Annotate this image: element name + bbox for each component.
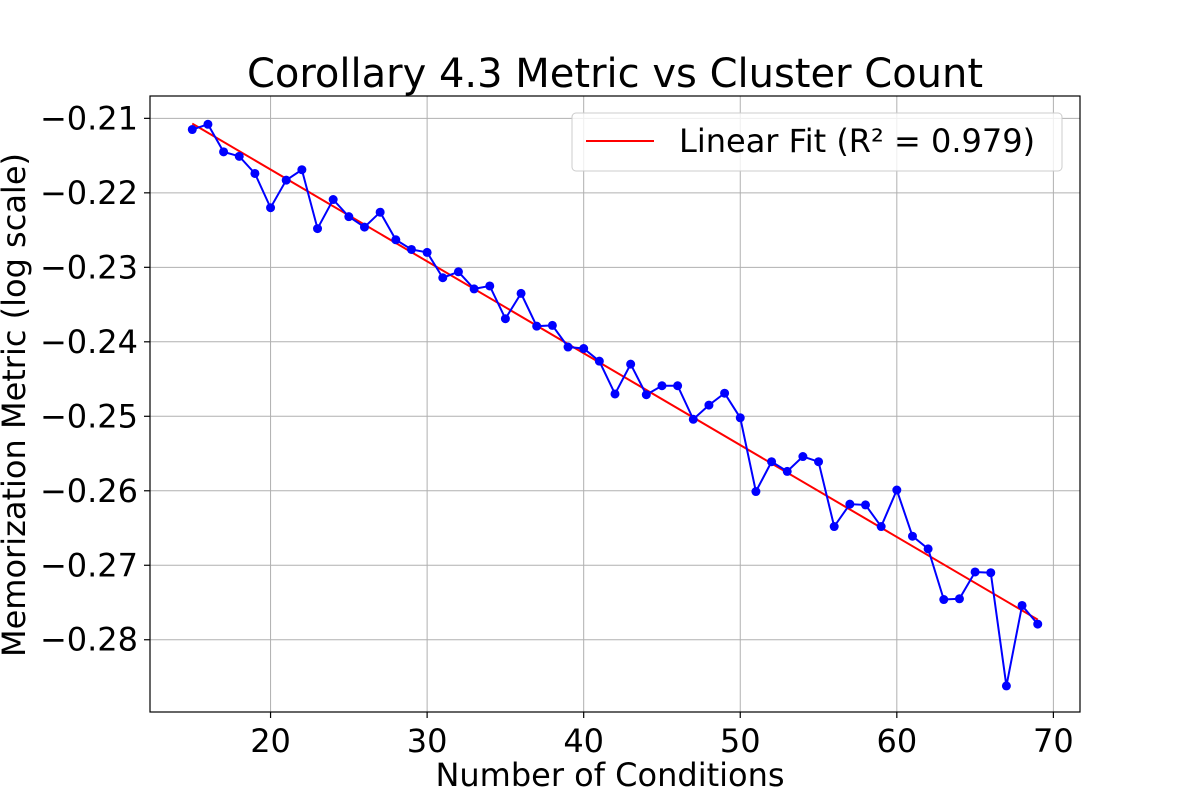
data-point xyxy=(657,381,667,391)
data-point xyxy=(422,247,432,257)
data-point xyxy=(469,284,479,294)
data-point xyxy=(876,522,886,532)
data-point xyxy=(547,320,557,330)
legend-box xyxy=(571,112,1063,172)
x-tick-label: 20 xyxy=(250,722,291,760)
data-point xyxy=(970,567,980,577)
data-point xyxy=(250,168,260,178)
y-tick-label: −0.24 xyxy=(40,323,138,361)
plot-frame xyxy=(149,95,1081,713)
data-point xyxy=(500,314,510,324)
data-point xyxy=(845,499,855,509)
data-point xyxy=(313,224,323,234)
data-point xyxy=(438,273,448,283)
y-tick-label: −0.22 xyxy=(40,174,138,212)
data-point xyxy=(610,389,620,399)
data-point xyxy=(516,288,526,298)
chart-title: Corollary 4.3 Metric vs Cluster Count xyxy=(247,51,983,97)
y-tick-label: −0.26 xyxy=(40,472,138,510)
data-point xyxy=(234,151,244,161)
data-point xyxy=(704,400,714,410)
x-tick-label: 60 xyxy=(876,722,917,760)
data-point xyxy=(720,388,730,398)
data-point xyxy=(923,544,933,554)
data-point xyxy=(798,452,808,462)
x-tick-label: 30 xyxy=(407,722,448,760)
y-tick-label: −0.28 xyxy=(40,621,138,659)
data-point xyxy=(328,195,338,205)
data-point xyxy=(626,359,636,369)
data-point xyxy=(751,487,761,497)
data-point xyxy=(829,522,839,532)
data-point xyxy=(1001,681,1011,691)
data-point xyxy=(266,203,276,213)
data-point xyxy=(814,457,824,467)
data-point xyxy=(532,321,542,331)
data-point xyxy=(954,594,964,604)
y-tick-label: −0.23 xyxy=(40,248,138,286)
data-point xyxy=(1017,600,1027,610)
y-tick-label: −0.25 xyxy=(40,397,138,435)
data-point xyxy=(782,466,792,476)
data-point xyxy=(187,125,197,135)
y-tick-label: −0.27 xyxy=(40,546,138,584)
fit-layer xyxy=(191,122,1039,621)
data-point xyxy=(986,568,996,578)
data-point xyxy=(485,281,495,291)
data-point xyxy=(406,244,416,254)
data-point xyxy=(344,212,354,222)
data-point xyxy=(563,342,573,352)
legend-fit-label: Linear Fit (R² = 0.979) xyxy=(679,122,1035,160)
data-point xyxy=(907,531,917,541)
data-point xyxy=(359,222,369,232)
data-point xyxy=(391,235,401,245)
data-point xyxy=(281,175,291,185)
data-point xyxy=(375,207,385,217)
x-axis-label: Number of Conditions xyxy=(435,756,784,794)
data-point xyxy=(861,500,871,510)
data-point xyxy=(688,414,698,424)
linear-fit-line xyxy=(191,122,1039,621)
data-point xyxy=(767,457,777,467)
data-layer xyxy=(187,119,1043,691)
data-point xyxy=(453,267,463,277)
data-point xyxy=(1033,619,1043,629)
x-tick-label: 70 xyxy=(1033,722,1074,760)
data-point xyxy=(594,356,604,366)
data-point xyxy=(892,485,902,495)
data-point xyxy=(673,381,683,391)
data-point xyxy=(297,165,307,175)
data-point xyxy=(735,413,745,423)
data-point xyxy=(203,119,213,129)
data-point xyxy=(641,390,651,400)
data-point xyxy=(939,595,949,605)
y-tick-label: −0.21 xyxy=(40,99,138,137)
data-series-line xyxy=(191,123,1039,687)
ticks: 20 30 40 50 60 70 −0.21 −0.22 −0.23 −0.24 −0.25 −0.… xyxy=(40,99,1074,760)
grid xyxy=(150,96,1080,712)
data-point xyxy=(579,344,589,354)
data-point xyxy=(219,147,229,157)
y-axis-label: Memorization Metric (log scale) xyxy=(0,153,33,657)
legend: Linear Fit (R² = 0.979) xyxy=(571,112,1063,172)
x-tick-label: 50 xyxy=(720,722,761,760)
x-tick-label: 40 xyxy=(563,722,604,760)
